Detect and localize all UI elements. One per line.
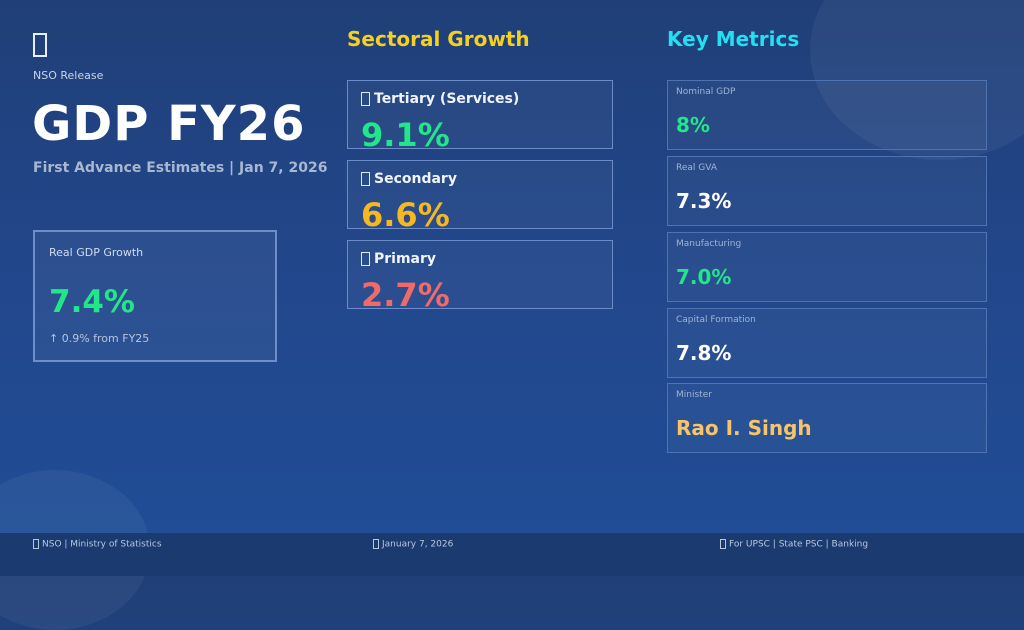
footer-date: January 7, 2026 [382,539,454,550]
sector-label: Secondary [374,171,457,187]
subtitle: First Advance Estimates | Jan 7, 2026 [33,160,328,176]
footer-audience: For UPSC | State PSC | Banking [729,539,869,550]
page-title: GDP FY26 [32,96,306,152]
sector-label: Primary [374,251,437,267]
sector-value: 2.7% [361,276,450,314]
card-value: 7.4% [49,284,135,320]
metric-label: Manufacturing [676,239,742,249]
sector-label: Tertiary (Services) [374,91,520,107]
metric-card: Nominal GDP 8% [667,80,987,150]
metric-card: Minister Rao I. Singh [667,383,987,453]
metric-label: Capital Formation [676,315,756,325]
metric-value: 8% [676,113,710,137]
sector-icon [361,252,370,266]
sector-value: 6.6% [361,196,450,234]
metric-label: Nominal GDP [676,87,736,97]
sector-card: Secondary 6.6% [347,160,613,234]
metric-value: 7.0% [676,265,732,289]
sector-card: Primary 2.7% [347,240,613,314]
metric-card: Capital Formation 7.8% [667,308,987,378]
metric-label: Real GVA [676,163,717,173]
metric-value: 7.8% [676,341,732,365]
metric-card: Real GVA 7.3% [667,156,987,226]
real-gdp-card: Real GDP Growth 7.4% ↑ 0.9% from FY25 [33,230,277,362]
card-change: ↑ 0.9% from FY25 [49,332,150,345]
sector-icon [361,172,370,186]
footer: NSO | Ministry of Statistics January 7, … [0,533,1024,576]
release-label: NSO Release [33,69,104,82]
sector-value: 9.1% [361,116,450,154]
card-label: Real GDP Growth [49,246,144,259]
metric-card: Manufacturing 7.0% [667,232,987,302]
calendar-icon [373,539,379,549]
metric-label: Minister [676,390,712,400]
metrics-title: Key Metrics [667,27,800,51]
footer-source: NSO | Ministry of Statistics [42,539,162,550]
sector-card: Tertiary (Services) 9.1% [347,80,613,154]
footer-icon [720,539,726,549]
logo-icon [33,33,47,57]
sector-icon [361,92,370,106]
footer-icon [33,539,39,549]
metric-value: 7.3% [676,189,732,213]
sectoral-title: Sectoral Growth [347,27,530,51]
metric-value: Rao I. Singh [676,416,812,440]
